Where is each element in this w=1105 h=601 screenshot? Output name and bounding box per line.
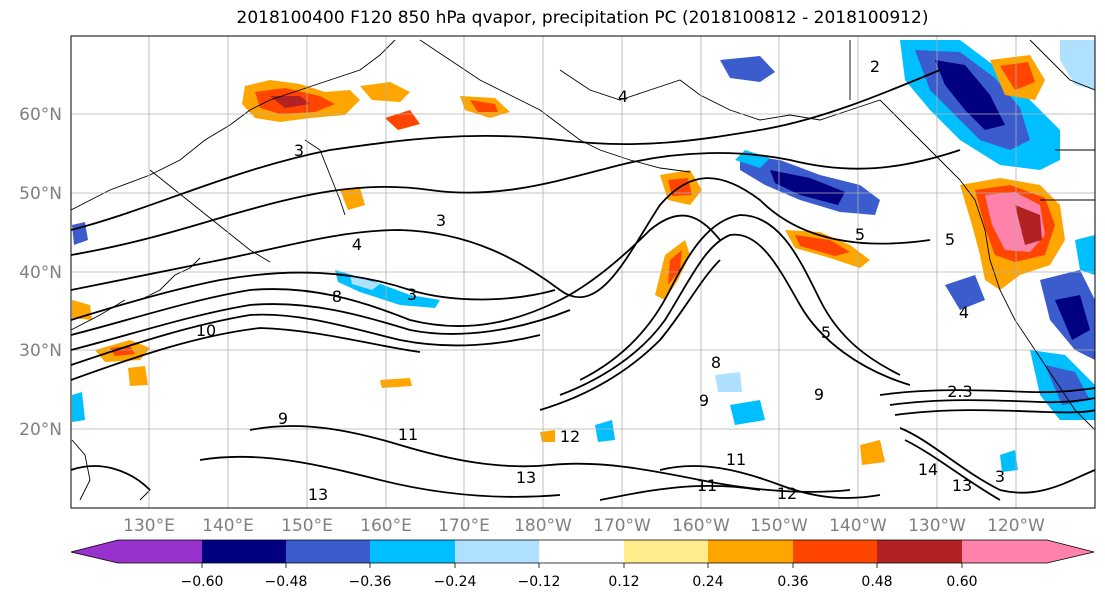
colorbar-segment <box>455 540 540 563</box>
colorbar-tick-label: 0.48 <box>861 574 892 590</box>
colorbar-outline <box>70 539 1095 564</box>
colorbar-segment <box>202 540 287 563</box>
contour-label: 9 <box>278 409 288 428</box>
colorbar-segment <box>286 540 371 563</box>
contour-label: 4 <box>352 235 362 254</box>
lon-label: 120°W <box>987 516 1045 536</box>
colorbar-segment <box>624 540 709 563</box>
colorbar-segment <box>539 540 625 563</box>
contour-label: 3 <box>407 285 417 304</box>
colorbar-segment <box>962 540 1048 563</box>
lon-label: 160°E <box>360 516 412 536</box>
contour-label: 4 <box>618 87 628 106</box>
lat-label: 40°N <box>19 263 62 283</box>
colorbar-tick-label: 0.24 <box>692 574 723 590</box>
longitude-labels: 130°E 140°E 150°E 160°E 170°E 180°W 170°… <box>123 516 1045 536</box>
colorbar-high-extend <box>1047 540 1094 563</box>
contour-label: 3 <box>995 467 1005 486</box>
colorbar-tick-label: 0.12 <box>608 574 639 590</box>
contour-label: 10 <box>196 321 216 340</box>
contour-labels: 2 3 3 3 3 5 5 5 8 8 9 9 9 10 11 11 11 12… <box>196 57 1005 504</box>
colorbar <box>70 539 1095 564</box>
colorbar-segment <box>370 540 456 563</box>
colorbar-tick-label: 0.60 <box>946 574 977 590</box>
colorbar-segment <box>118 540 203 563</box>
map-title: 2018100400 F120 850 hPa qvapor, precipit… <box>236 8 929 28</box>
lon-label: 160°W <box>672 516 730 536</box>
contour-label: 11 <box>398 425 418 444</box>
colorbar-ticks <box>201 563 963 568</box>
colorbar-segment <box>793 540 878 563</box>
colorbar-tick-label: −0.48 <box>265 574 308 590</box>
lon-label: 170°W <box>593 516 651 536</box>
colorbar-segment <box>877 540 963 563</box>
colorbar-tick-label: 0.36 <box>777 574 808 590</box>
lat-label: 20°N <box>19 420 62 440</box>
lat-label: 30°N <box>19 341 62 361</box>
lat-label: 60°N <box>19 105 62 125</box>
contour-label: 12 <box>777 484 797 503</box>
contour-label: 13 <box>308 485 328 504</box>
contour-label: 11 <box>726 450 746 469</box>
contour-label: 3 <box>294 141 304 160</box>
contour-label: 5 <box>855 225 865 244</box>
graticule <box>71 36 1095 508</box>
contour-label: 11 <box>697 476 717 495</box>
contour-label: 4 <box>959 303 969 322</box>
lon-label: 140°E <box>202 516 254 536</box>
contour-label: 2.3 <box>947 382 972 401</box>
contour-label: 9 <box>814 385 824 404</box>
contour-label: 8 <box>332 287 342 306</box>
contour-label: 2 <box>870 57 880 76</box>
contour-label: 5 <box>821 323 831 342</box>
lat-label: 50°N <box>19 184 62 204</box>
latitude-labels: 60°N 50°N 40°N 30°N 20°N <box>19 105 62 440</box>
contour-label: 8 <box>711 353 721 372</box>
lon-label: 150°W <box>750 516 808 536</box>
colorbar-low-extend <box>71 540 118 563</box>
precip-shading <box>72 40 1095 472</box>
lon-label: 180°W <box>514 516 572 536</box>
lon-label: 130°W <box>908 516 966 536</box>
colorbar-tick-label: −0.24 <box>434 574 477 590</box>
colorbar-tick-label: −0.60 <box>181 574 224 590</box>
contour-label: 12 <box>560 427 580 446</box>
contour-label: 9 <box>699 391 709 410</box>
colorbar-tick-label: −0.12 <box>518 574 561 590</box>
contour-label: 13 <box>516 468 536 487</box>
coastlines <box>71 39 1095 501</box>
contour-label: 3 <box>436 211 446 230</box>
qvapor-contours <box>71 69 1095 501</box>
contour-label: 14 <box>918 460 938 479</box>
map-border <box>70 35 1096 509</box>
colorbar-segment <box>708 540 794 563</box>
colorbar-tick-label: −0.36 <box>349 574 392 590</box>
lon-label: 150°E <box>281 516 333 536</box>
contour-label: 13 <box>952 476 972 495</box>
lon-label: 170°E <box>438 516 490 536</box>
lon-label: 140°W <box>829 516 887 536</box>
contour-label: 5 <box>945 230 955 249</box>
lon-label: 130°E <box>123 516 175 536</box>
colorbar-tick-labels: −0.60 −0.48 −0.36 −0.24 −0.12 0.12 0.24 … <box>181 574 978 590</box>
